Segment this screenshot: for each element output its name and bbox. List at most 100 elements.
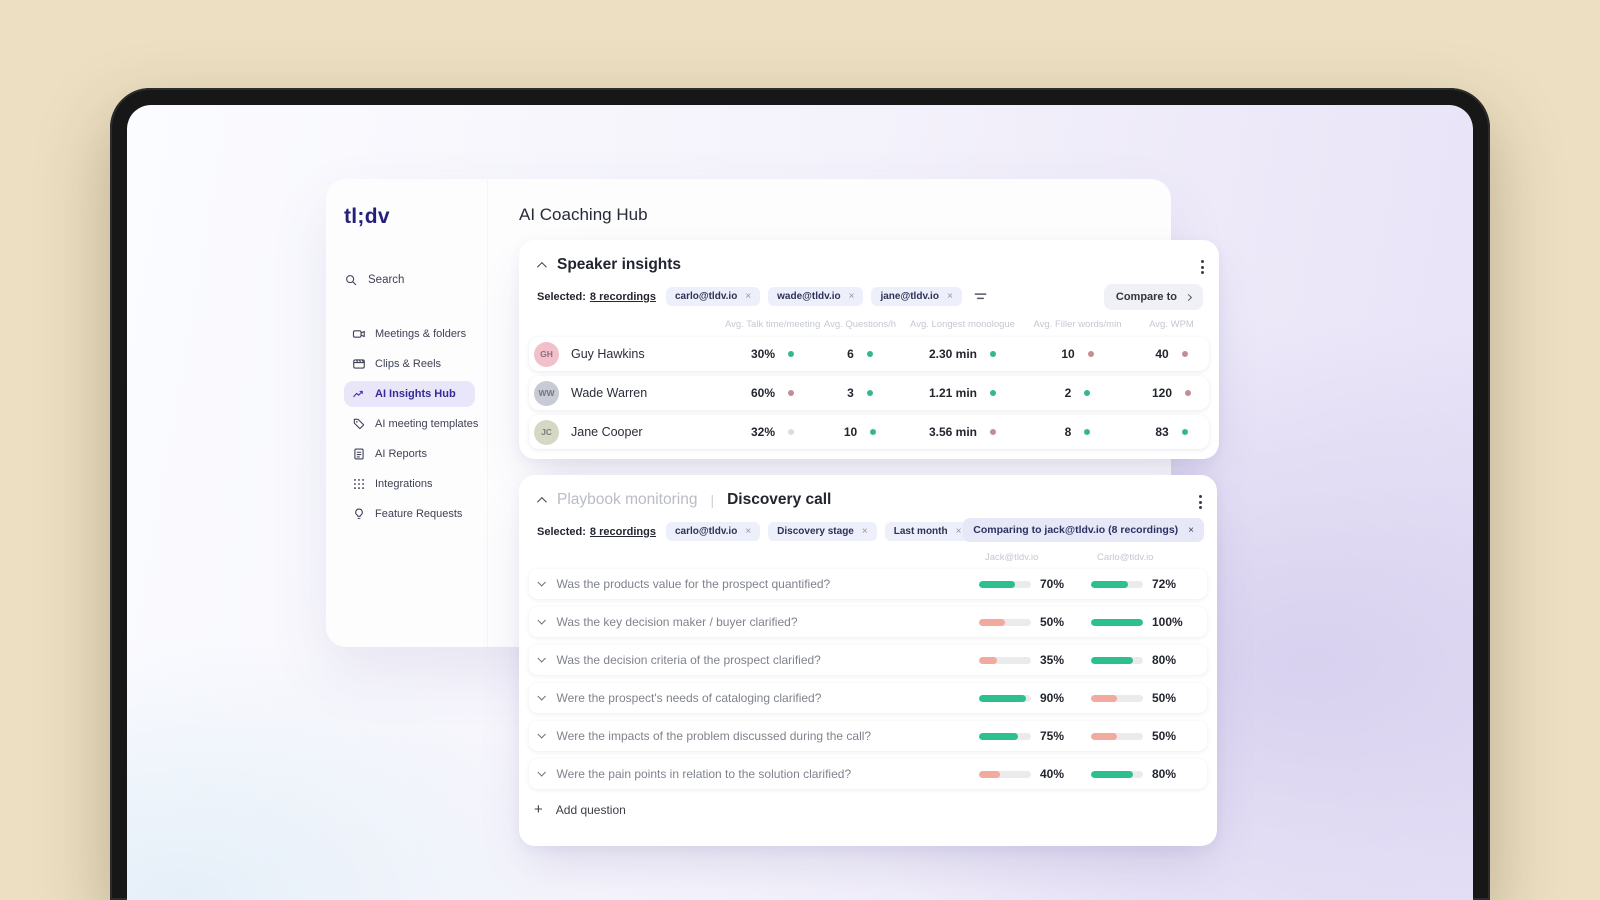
close-icon[interactable]: × [745, 526, 752, 537]
question-text: Was the decision criteria of the prospec… [556, 653, 821, 667]
sidebar-nav: Meetings & folders Clips & Reels AI Insi… [344, 321, 479, 527]
chevron-down-icon[interactable] [537, 768, 546, 777]
score-cell: 40% [979, 767, 1091, 781]
selected-label: Selected: [537, 290, 586, 303]
score-cell: 72% [1091, 577, 1207, 591]
comparing-to-chip[interactable]: Comparing to jack@tldv.io (8 recordings)… [963, 518, 1204, 542]
playbook-filter-row: Selected: 8 recordings carlo@tldv.io × D… [519, 509, 1217, 542]
progress-track [979, 732, 1031, 740]
sidebar-item-feature-requests[interactable]: Feature Requests [344, 501, 475, 527]
sidebar-item-ai-meeting-templates[interactable]: AI meeting templates [344, 411, 479, 437]
playbook-monitoring-panel: Playbook monitoring | Discovery call Sel… [519, 475, 1217, 846]
score-percent: 50% [1040, 615, 1065, 629]
metric-cell: 6 [820, 347, 900, 361]
chevron-down-icon[interactable] [537, 654, 546, 663]
chevron-down-icon[interactable] [537, 616, 546, 625]
speaker-name: Guy Hawkins [571, 347, 645, 361]
table-row-jane-cooper: JC Jane Cooper 32% 10 3.56 min 8 83 [529, 415, 1209, 449]
filter-icon[interactable] [974, 290, 987, 303]
filter-chip-jane-tldv-io[interactable]: jane@tldv.io × [871, 287, 962, 306]
score-cell: 50% [1091, 729, 1207, 743]
question-row[interactable]: Was the key decision maker / buyer clari… [529, 607, 1207, 637]
sidebar: tl;dv Search Meetings & folders Clips & … [326, 179, 488, 647]
progress-track [979, 656, 1031, 664]
score-cell: 70% [979, 577, 1091, 591]
search-button[interactable]: Search [344, 273, 475, 287]
status-dot-good [1084, 390, 1091, 396]
filter-chip-discovery-stage[interactable]: Discovery stage × [768, 522, 877, 541]
progress-track [1091, 580, 1143, 588]
question-row[interactable]: Were the prospect's needs of cataloging … [529, 683, 1207, 713]
collapse-chevron-icon[interactable] [536, 261, 547, 272]
sidebar-item-meetings-folders[interactable]: Meetings & folders [344, 321, 475, 347]
status-dot-good [788, 351, 795, 357]
chevron-down-icon[interactable] [537, 730, 546, 739]
close-icon[interactable]: × [955, 526, 962, 537]
filter-chip-carlo-tldv-io[interactable]: carlo@tldv.io × [665, 522, 761, 541]
status-dot-good [1181, 429, 1188, 435]
sidebar-item-ai-insights-hub[interactable]: AI Insights Hub [344, 381, 475, 407]
filter-chip-last-month[interactable]: Last month × [884, 522, 971, 541]
speaker-insights-panel: Speaker insights Selected: 8 recordings … [519, 240, 1219, 459]
score-percent: 35% [1040, 653, 1065, 667]
column-header: Avg. Filler words/min [1033, 319, 1122, 330]
sidebar-item-label: AI meeting templates [375, 418, 479, 430]
sidebar-item-clips-reels[interactable]: Clips & Reels [344, 351, 475, 377]
search-label: Search [368, 274, 405, 286]
status-dot-bad [1181, 351, 1188, 357]
close-icon[interactable]: × [848, 291, 855, 302]
question-text: Was the products value for the prospect … [556, 577, 831, 591]
add-question-button[interactable]: + Add question [534, 801, 626, 818]
table-row-guy-hawkins: GH Guy Hawkins 30% 6 2.30 min 10 40 [529, 337, 1209, 371]
speaker-filter-row: Selected: 8 recordings carlo@tldv.io × w… [519, 274, 1219, 310]
kebab-menu-icon[interactable] [1199, 258, 1206, 276]
question-row[interactable]: Was the products value for the prospect … [529, 569, 1207, 599]
close-icon[interactable]: × [946, 291, 953, 302]
close-icon[interactable]: × [1188, 524, 1194, 536]
filter-chip-wade-tldv-io[interactable]: wade@tldv.io × [768, 287, 864, 306]
report-icon [352, 447, 366, 461]
collapse-chevron-icon[interactable] [536, 496, 547, 507]
sidebar-item-integrations[interactable]: Integrations [344, 471, 475, 497]
compare-to-button[interactable]: Compare to [1103, 284, 1203, 310]
selected-label: Selected: [537, 525, 586, 538]
filter-chip-carlo-tldv-io[interactable]: carlo@tldv.io × [665, 287, 761, 306]
score-cell: 80% [1091, 653, 1207, 667]
selected-recordings-link[interactable]: 8 recordings [589, 290, 656, 303]
kebab-menu-icon[interactable] [1197, 493, 1204, 511]
status-dot-bad [1087, 351, 1094, 357]
speaker-chips: carlo@tldv.io × wade@tldv.io × jane@tldv… [665, 287, 962, 306]
chevron-down-icon[interactable] [537, 692, 546, 701]
question-row[interactable]: Were the pain points in relation to the … [529, 759, 1207, 789]
search-icon [344, 273, 358, 287]
playbook-column-headers: Jack@tldv.io Carlo@tldv.io [519, 541, 1217, 563]
column-header: Avg. Talk time/meeting [725, 319, 821, 330]
chevron-down-icon[interactable] [537, 578, 546, 587]
video-camera-icon [352, 327, 366, 341]
avatar: JC [534, 419, 559, 445]
question-text: Was the key decision maker / buyer clari… [556, 615, 798, 629]
column-header: Avg. WPM [1149, 319, 1194, 330]
question-row[interactable]: Was the decision criteria of the prospec… [529, 645, 1207, 675]
question-row[interactable]: Were the impacts of the problem discusse… [529, 721, 1207, 751]
selected-recordings-link[interactable]: 8 recordings [589, 525, 656, 538]
chevron-right-icon [1184, 293, 1193, 301]
plus-icon: + [534, 801, 543, 818]
laptop-frame: tl;dv Search Meetings & folders Clips & … [110, 88, 1490, 900]
status-dot-good [866, 351, 873, 357]
status-dot-good [990, 351, 997, 357]
progress-track [1091, 618, 1143, 626]
table-row-wade-warren: WW Wade Warren 60% 3 1.21 min 2 120 [529, 376, 1209, 410]
score-percent: 100% [1152, 615, 1183, 629]
question-text: Were the pain points in relation to the … [556, 767, 852, 781]
close-icon[interactable]: × [745, 291, 752, 302]
playbook-section-label: Playbook monitoring [557, 491, 698, 508]
metric-cell: 3 [820, 386, 900, 400]
close-icon[interactable]: × [861, 526, 868, 537]
score-percent: 50% [1152, 691, 1177, 705]
sidebar-item-ai-reports[interactable]: AI Reports [344, 441, 475, 467]
score-percent: 90% [1040, 691, 1065, 705]
progress-track [1091, 694, 1143, 702]
score-cell: 90% [979, 691, 1091, 705]
title-divider: | [710, 492, 715, 508]
